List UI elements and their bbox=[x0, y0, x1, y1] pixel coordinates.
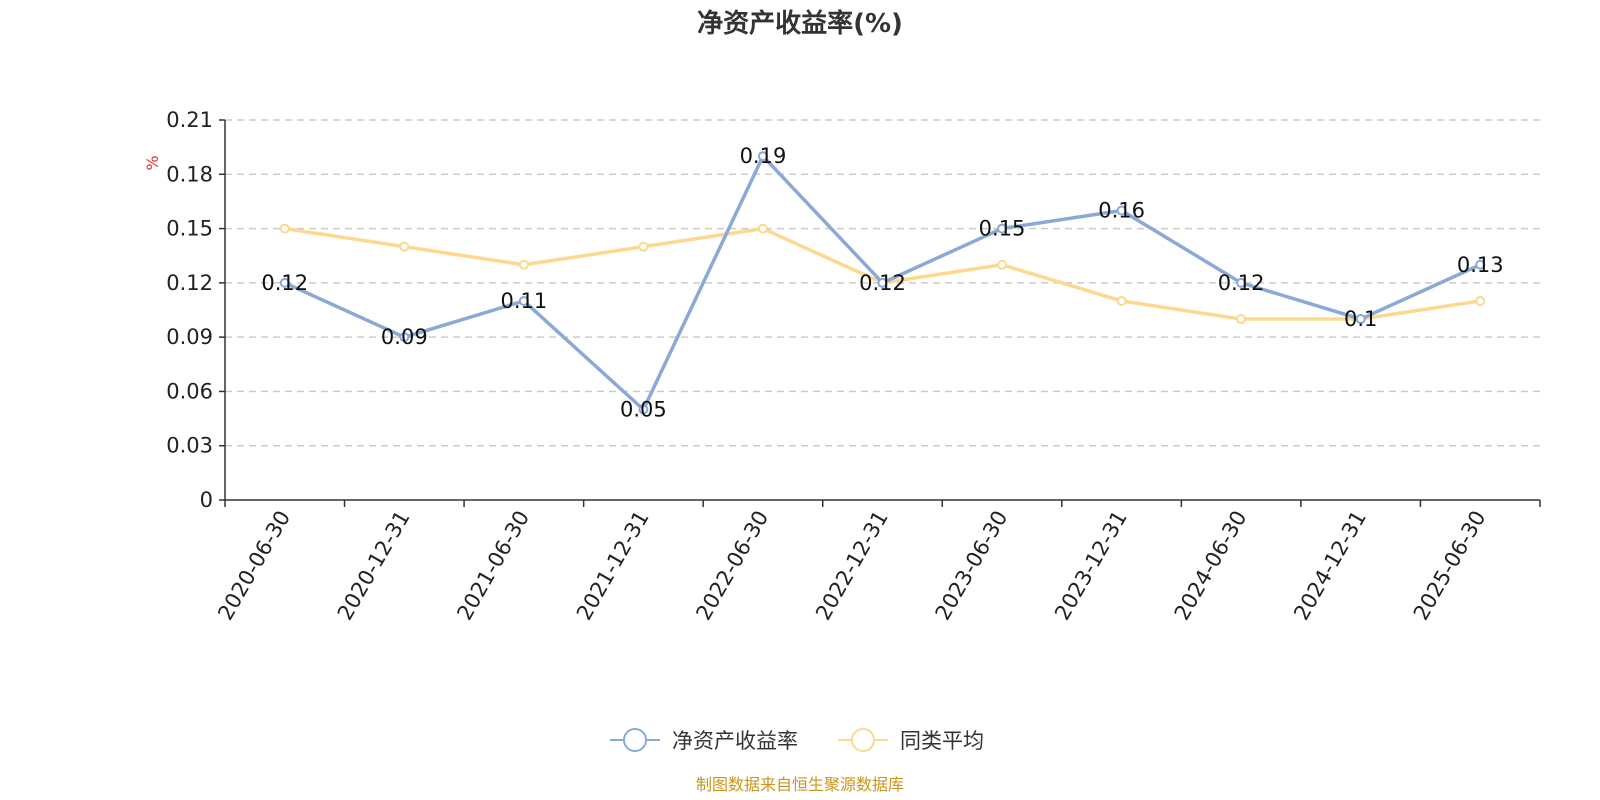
x-tick-label: 2021-06-30 bbox=[452, 507, 534, 625]
data-point bbox=[1116, 205, 1127, 216]
grid-lines bbox=[225, 119, 1540, 447]
data-label: 0.1 bbox=[1344, 307, 1377, 331]
data-point bbox=[1236, 277, 1247, 288]
y-tick-label: 0.03 bbox=[166, 434, 213, 458]
y-tick-label: 0.09 bbox=[166, 325, 213, 349]
data-point bbox=[997, 223, 1008, 234]
chart-title: 净资产收益率(%) bbox=[697, 8, 903, 39]
source-note: 制图数据来自恒生聚源数据库 bbox=[696, 775, 904, 794]
x-tick-label: 2024-06-30 bbox=[1170, 507, 1252, 625]
legend-marker bbox=[623, 728, 647, 752]
legend-label: 同类平均 bbox=[900, 729, 984, 753]
data-point bbox=[638, 241, 649, 252]
data-label: 0.12 bbox=[261, 271, 308, 295]
data-point bbox=[1355, 314, 1366, 325]
x-tick-label: 2021-12-31 bbox=[572, 507, 654, 625]
data-point bbox=[1236, 314, 1247, 325]
data-point bbox=[997, 259, 1008, 270]
data-point bbox=[1475, 295, 1486, 306]
data-point bbox=[1475, 259, 1486, 270]
series-lines bbox=[279, 151, 1486, 415]
axes: 0 0.03 0.06 0.09 0.12 0.15 0.18 0.21 2020-06-30 2… bbox=[166, 108, 1541, 625]
data-label: 0.15 bbox=[979, 217, 1026, 241]
legend-label: 净资产收益率 bbox=[672, 729, 798, 753]
data-point bbox=[399, 241, 410, 252]
x-tick-label: 2024-12-31 bbox=[1289, 507, 1371, 625]
data-label: 0.12 bbox=[1218, 271, 1265, 295]
data-label: 0.12 bbox=[859, 271, 906, 295]
data-point bbox=[757, 223, 768, 234]
x-tick-label: 2025-06-30 bbox=[1409, 507, 1491, 625]
x-tick-label: 2020-12-31 bbox=[333, 507, 415, 625]
data-point bbox=[757, 151, 768, 162]
data-point bbox=[1116, 295, 1127, 306]
x-tick-label: 2020-06-30 bbox=[213, 507, 295, 625]
y-tick-label: 0.06 bbox=[166, 379, 213, 403]
x-tick-label: 2022-12-31 bbox=[811, 507, 893, 625]
data-point bbox=[399, 332, 410, 343]
x-tick-label: 2022-06-30 bbox=[691, 507, 773, 625]
data-label: 0.09 bbox=[381, 325, 428, 349]
data-label: 0.13 bbox=[1457, 253, 1504, 277]
x-tick-label: 2023-06-30 bbox=[931, 506, 1013, 624]
data-point bbox=[638, 404, 649, 415]
data-point bbox=[518, 295, 529, 306]
y-tick-label: 0.12 bbox=[166, 271, 213, 295]
data-labels: 0.12 0.09 0.11 0.05 0.19 0.12 0.15 0.16 0.12 0.1 0… bbox=[261, 144, 1503, 421]
legend-marker bbox=[851, 728, 875, 752]
x-tick-label: 2023-12-31 bbox=[1050, 507, 1132, 625]
data-label: 0.05 bbox=[620, 398, 667, 422]
data-label: 0.16 bbox=[1098, 198, 1145, 222]
data-point bbox=[877, 277, 888, 288]
y-tick-label: 0.21 bbox=[166, 108, 213, 132]
y-tick-label: 0 bbox=[200, 488, 213, 512]
y-tick-label: 0.15 bbox=[166, 217, 213, 241]
data-point bbox=[279, 277, 290, 288]
data-point bbox=[518, 259, 529, 270]
data-label: 0.19 bbox=[740, 144, 787, 168]
y-tick-label: 0.18 bbox=[166, 162, 213, 186]
legend[interactable]: 净资产收益率 同类平均 bbox=[610, 728, 984, 753]
y-axis-unit: % bbox=[143, 155, 162, 170]
data-label: 0.11 bbox=[500, 289, 547, 313]
data-point bbox=[279, 223, 290, 234]
